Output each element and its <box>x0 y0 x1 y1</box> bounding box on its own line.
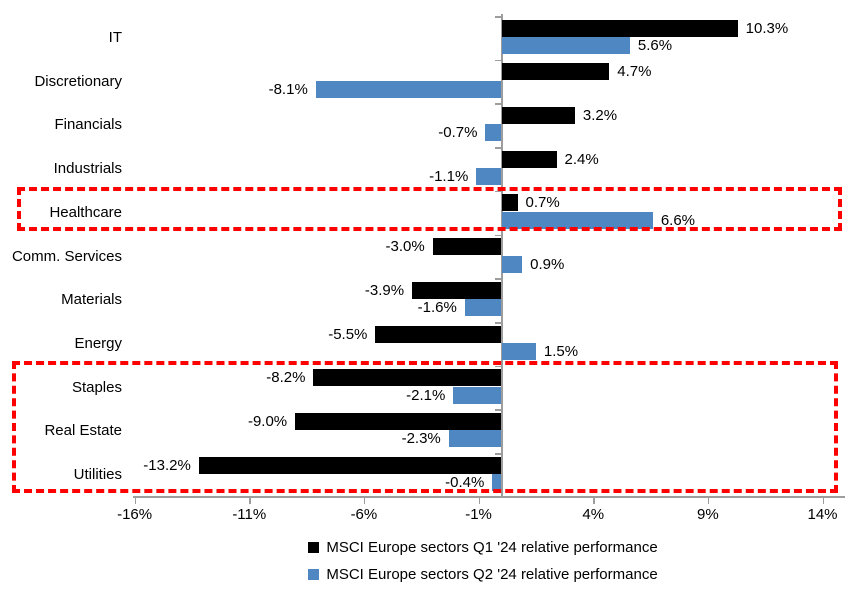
bar-q2-real-estate <box>448 430 502 448</box>
bar-q1-financials <box>501 106 575 124</box>
y-axis-tick <box>494 103 502 105</box>
value-label-q2-financials: -0.7% <box>438 124 478 142</box>
y-axis-tick <box>494 278 502 280</box>
category-label-materials: Materials <box>61 291 122 309</box>
bar-q1-materials <box>412 281 502 299</box>
x-axis-line <box>133 496 845 498</box>
y-axis-tick <box>494 453 502 455</box>
category-label-energy: Energy <box>74 335 122 353</box>
bar-q2-energy <box>501 343 536 361</box>
y-axis-tick <box>494 234 502 237</box>
x-tick-label: -1% <box>465 506 492 523</box>
y-axis-line <box>501 14 503 497</box>
x-axis-tick <box>249 496 251 504</box>
x-axis-tick <box>478 496 481 504</box>
highlight-box-defensives <box>12 361 838 493</box>
category-label-staples: Staples <box>71 378 122 396</box>
category-label-comm-services: Comm. Services <box>11 247 122 265</box>
bar-q2-comm-services <box>501 255 523 273</box>
bar-q2-industrials <box>476 168 502 186</box>
value-label-q1-energy: -5.5% <box>328 325 368 343</box>
category-label-it: IT <box>108 29 122 46</box>
category-label-financials: Financials <box>54 116 122 134</box>
value-label-q2-energy: 1.5% <box>543 343 579 361</box>
x-tick-label: -16% <box>117 506 153 523</box>
x-axis-tick <box>707 496 710 504</box>
x-tick-label: 14% <box>807 506 838 523</box>
value-label-q1-staples: -8.2% <box>266 369 306 387</box>
y-axis-tick <box>494 409 502 411</box>
y-axis-tick <box>494 59 502 62</box>
legend-swatch-q2 <box>308 569 320 580</box>
x-axis-tick <box>593 496 595 504</box>
x-tick-label: 9% <box>697 506 719 523</box>
x-axis-tick <box>134 496 137 504</box>
value-label-q2-industrials: -1.1% <box>429 168 469 186</box>
bar-q2-materials <box>464 299 502 317</box>
x-axis-tick <box>363 496 366 504</box>
x-tick-label: 4% <box>582 506 605 523</box>
value-label-q2-utilities: -0.4% <box>445 474 485 492</box>
x-axis-tick <box>822 496 825 504</box>
value-label-q1-healthcare: 0.7% <box>525 194 560 212</box>
bar-q1-utilities <box>198 456 502 474</box>
y-axis-tick <box>494 190 502 193</box>
bar-q1-real-estate <box>295 412 502 430</box>
highlight-box-healthcare <box>17 187 842 231</box>
bar-q1-staples <box>313 369 502 387</box>
legend-item-q2: MSCI Europe sectors Q2 '24 relative perf… <box>308 564 658 585</box>
bar-q1-discretionary <box>501 63 610 81</box>
category-label-utilities: Utilities <box>73 466 122 484</box>
value-label-q1-industrials: 2.4% <box>564 150 599 168</box>
value-label-q2-comm-services: 0.9% <box>530 255 565 273</box>
y-axis-tick <box>494 16 502 18</box>
x-tick-label: -11% <box>232 506 267 523</box>
value-label-q1-financials: 3.2% <box>582 106 618 124</box>
category-label-real-estate: Real Estate <box>44 422 122 440</box>
category-label-industrials: Industrials <box>53 160 122 178</box>
legend: MSCI Europe sectors Q1 '24 relative perf… <box>115 537 851 585</box>
legend-item-q1: MSCI Europe sectors Q1 '24 relative perf… <box>308 537 658 558</box>
y-axis-tick <box>494 322 502 324</box>
x-tick-label: -6% <box>350 506 378 523</box>
bar-q2-staples <box>453 386 502 404</box>
value-label-q1-comm-services: -3.0% <box>385 238 425 256</box>
value-label-q1-materials: -3.9% <box>364 281 405 299</box>
value-label-q2-staples: -2.1% <box>406 386 446 404</box>
bar-q2-healthcare <box>501 211 653 229</box>
value-label-q1-real-estate: -9.0% <box>247 412 288 430</box>
bar-q2-it <box>501 37 630 54</box>
bar-q1-comm-services <box>432 238 502 256</box>
bar-q2-utilities <box>492 474 502 492</box>
legend-label-q1: MSCI Europe sectors Q1 '24 relative perf… <box>326 539 658 556</box>
y-axis-tick <box>494 496 502 499</box>
bar-q1-energy <box>375 325 502 343</box>
category-label-healthcare: Healthcare <box>49 203 122 221</box>
y-axis-tick <box>494 147 502 149</box>
legend-swatch-q1 <box>308 542 320 553</box>
value-label-q2-it: 5.6% <box>637 37 673 54</box>
category-label-discretionary: Discretionary <box>34 72 122 90</box>
bar-q1-industrials <box>501 150 557 168</box>
bar-q2-discretionary <box>315 80 502 98</box>
value-label-q1-discretionary: 4.7% <box>617 63 652 81</box>
y-axis-tick <box>494 365 502 368</box>
value-label-q1-utilities: -13.2% <box>143 456 191 474</box>
bar-q1-it <box>501 19 738 37</box>
value-label-q2-materials: -1.6% <box>417 299 457 317</box>
bar-q2-financials <box>485 124 502 142</box>
value-label-q2-healthcare: 6.6% <box>660 211 696 229</box>
value-label-q1-it: 10.3% <box>745 19 789 37</box>
bar-q1-healthcare <box>501 194 518 212</box>
value-label-q2-discretionary: -8.1% <box>268 80 308 98</box>
legend-label-q2: MSCI Europe sectors Q2 '24 relative perf… <box>326 566 658 583</box>
value-label-q2-real-estate: -2.3% <box>401 430 441 448</box>
